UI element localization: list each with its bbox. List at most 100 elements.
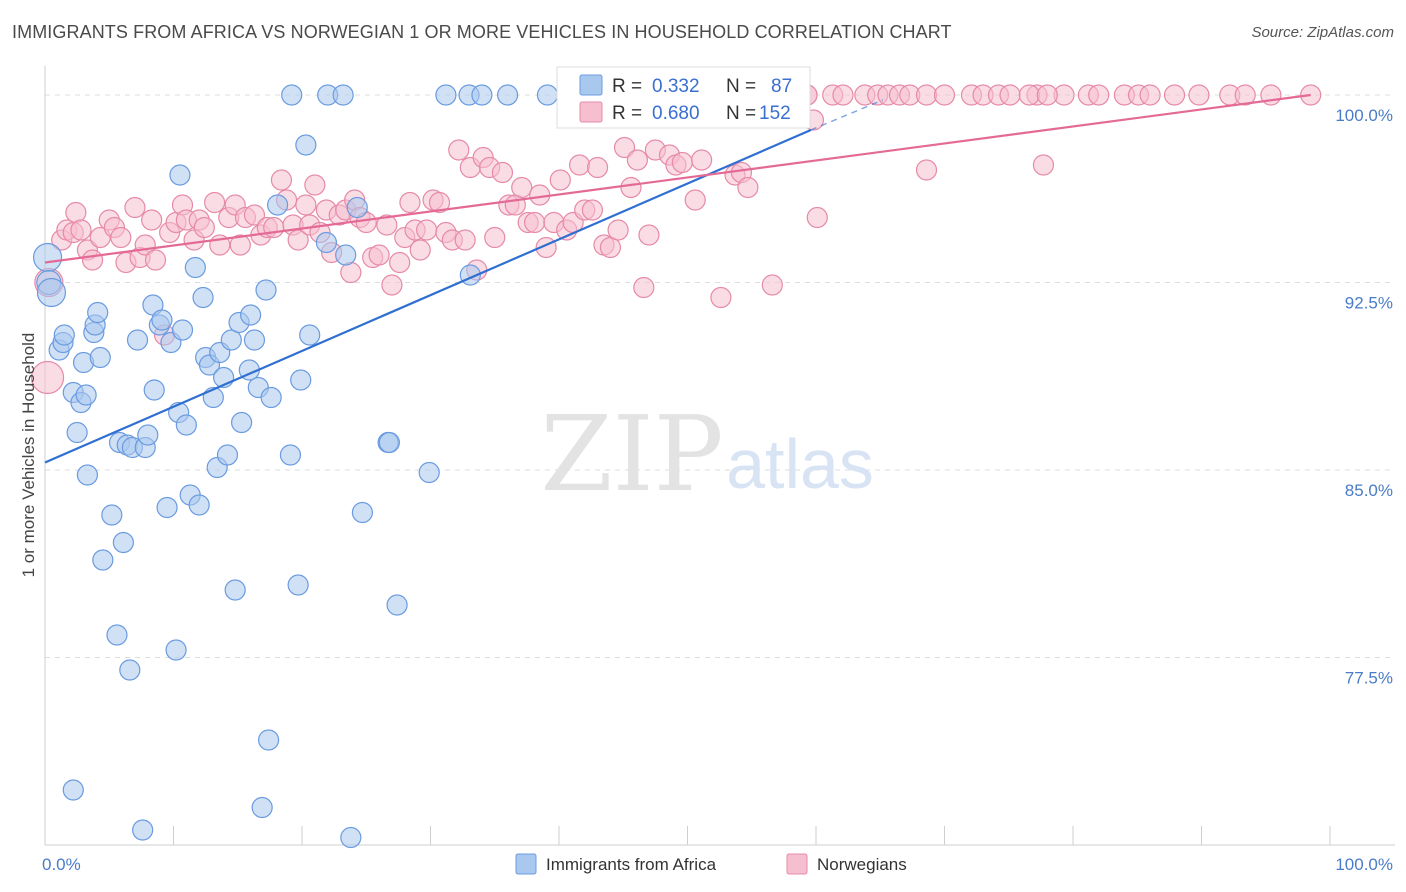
point-immigrants-from-africa <box>260 386 282 409</box>
trend-line-immigrants <box>44 128 812 464</box>
point-norwegians <box>761 274 783 296</box>
point-immigrants-from-africa <box>76 464 99 486</box>
point-norwegians <box>586 156 609 179</box>
point-norwegians <box>1036 84 1058 106</box>
point-norwegians <box>933 84 956 106</box>
point-norwegians <box>684 189 706 211</box>
series-legend: Immigrants from Africa Norwegians <box>515 853 907 875</box>
point-norwegians <box>638 224 660 246</box>
point-norwegians <box>295 194 317 216</box>
point-immigrants-from-africa <box>87 301 109 324</box>
trend-line-norwegians <box>44 93 1311 264</box>
trend-lines <box>44 93 1311 464</box>
point-immigrants-from-africa <box>156 496 178 519</box>
watermark-atlas: atlas <box>726 425 874 503</box>
point-immigrants-from-africa <box>151 309 173 331</box>
y-axis-title: 1 or more Vehicles in Household <box>19 333 38 578</box>
legend-r-value-1: 0.332 <box>652 76 700 97</box>
point-immigrants-from-africa <box>192 286 214 309</box>
point-immigrants-from-africa <box>295 134 317 156</box>
trend-line-immigrants-extension <box>810 99 884 131</box>
point-immigrants-from-africa <box>418 461 440 484</box>
point-norwegians <box>620 176 642 199</box>
point-immigrants-from-africa <box>231 411 253 434</box>
point-norwegians <box>1018 84 1040 106</box>
point-norwegians <box>340 261 362 284</box>
legend-n-value-1: 87 <box>771 76 792 97</box>
point-immigrants-from-africa <box>243 329 266 351</box>
point-norwegians <box>243 204 266 226</box>
point-immigrants-from-africa <box>188 494 210 516</box>
point-immigrants-from-africa <box>137 424 159 446</box>
point-immigrants-from-africa <box>89 346 111 369</box>
point-immigrants-from-africa <box>257 729 280 751</box>
point-immigrants-from-africa <box>143 379 165 401</box>
point-norwegians <box>448 139 470 161</box>
point-norwegians <box>1088 84 1110 106</box>
point-immigrants-from-africa <box>497 84 519 106</box>
y-tick-label: 92.5% <box>1345 294 1393 313</box>
point-norwegians <box>491 161 514 184</box>
point-norwegians <box>193 216 215 239</box>
point-immigrants-from-africa <box>112 531 134 554</box>
point-norwegians <box>1139 84 1161 106</box>
axes <box>44 66 1395 846</box>
legend-r-label-2: R = <box>612 103 642 124</box>
point-norwegians <box>229 234 251 256</box>
x-tick-label: 100.0% <box>1335 855 1393 874</box>
point-norwegians <box>607 219 629 241</box>
point-norwegians <box>568 154 591 176</box>
x-tick-label: 0.0% <box>42 855 81 874</box>
series-immigrants-from-africa <box>32 84 559 849</box>
point-immigrants-from-africa <box>62 779 84 801</box>
point-norwegians <box>832 84 854 106</box>
point-immigrants-from-africa <box>332 84 354 106</box>
point-immigrants-from-africa <box>290 369 312 391</box>
point-immigrants-from-africa <box>224 579 246 601</box>
point-norwegians <box>999 84 1021 106</box>
point-norwegians <box>633 276 655 299</box>
point-norwegians <box>454 229 476 251</box>
point-norwegians <box>399 191 421 214</box>
point-norwegians <box>671 151 693 174</box>
legend-r-value-2: 0.680 <box>652 103 700 124</box>
point-immigrants-from-africa <box>340 826 362 849</box>
point-immigrants-from-africa <box>251 796 273 819</box>
point-immigrants-from-africa <box>346 196 368 219</box>
point-immigrants-from-africa <box>53 324 75 346</box>
point-norwegians <box>691 149 713 171</box>
point-norwegians <box>484 226 506 249</box>
point-norwegians <box>737 176 759 199</box>
point-norwegians <box>1188 84 1210 106</box>
point-norwegians <box>523 211 546 234</box>
legend-swatch-blue <box>579 74 603 96</box>
point-immigrants-from-africa <box>169 164 191 186</box>
point-norwegians <box>511 176 533 199</box>
legend-label-norwegians: Norwegians <box>817 855 907 874</box>
point-norwegians <box>144 249 167 271</box>
point-norwegians <box>806 206 828 229</box>
point-norwegians <box>1032 154 1055 176</box>
point-immigrants-from-africa <box>266 194 289 216</box>
watermark: ZIP atlas <box>540 393 874 515</box>
point-immigrants-from-africa <box>106 624 128 646</box>
point-immigrants-from-africa <box>36 277 67 308</box>
point-immigrants-from-africa <box>75 384 97 406</box>
legend-swatch-pink <box>579 101 603 123</box>
point-norwegians <box>409 239 431 261</box>
point-immigrants-from-africa <box>351 501 373 524</box>
point-immigrants-from-africa <box>240 304 262 326</box>
point-immigrants-from-africa <box>471 84 493 106</box>
point-norwegians <box>263 216 285 239</box>
y-tick-label: 85.0% <box>1345 481 1393 500</box>
point-norwegians <box>1234 84 1256 106</box>
point-norwegians <box>416 219 438 241</box>
point-immigrants-from-africa <box>255 279 277 301</box>
point-immigrants-from-africa <box>287 574 309 596</box>
point-immigrants-from-africa <box>32 242 63 273</box>
point-immigrants-from-africa <box>335 244 357 266</box>
point-immigrants-from-africa <box>299 324 321 346</box>
point-norwegians <box>428 191 451 214</box>
point-norwegians <box>915 159 938 181</box>
point-norwegians <box>368 244 390 266</box>
